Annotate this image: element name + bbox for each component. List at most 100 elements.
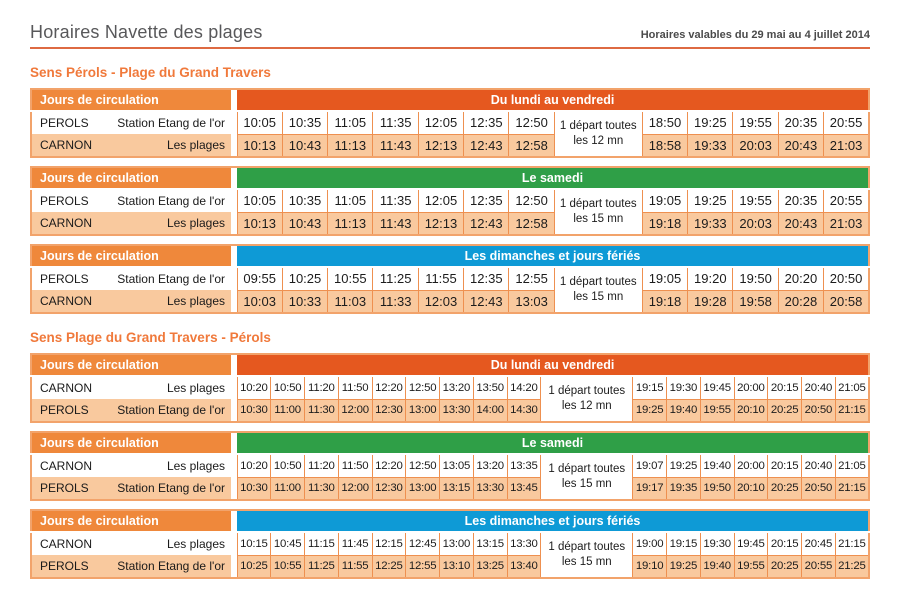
table-row: PEROLS Station Etang de l'or 10:30 11:00 11:… [31,476,870,501]
frequency-note-line1: 1 départ toutes [559,120,637,133]
stop-name: Les plages [166,138,225,152]
time-cell: 13:30 [506,531,542,556]
time-cell: 10:50 [270,453,305,478]
time-cell: 11:50 [337,453,373,478]
stop-name: Station Etang de l'or [117,481,225,495]
column-separator [231,89,237,157]
station-row-label: CARNON Les plages [31,134,231,157]
time-cell: 19:33 [687,133,734,158]
station-row-label: PEROLS Station Etang de l'or [31,111,231,134]
time-cell: 20:15 [767,453,802,478]
time-cell: 21:05 [834,453,870,478]
time-cell: 19:30 [666,375,701,400]
frequency-note-line2: les 12 mn [561,400,612,412]
time-cell: 20:43 [777,211,825,236]
time-cell: 20:10 [733,476,769,501]
time-cell: 12:05 [417,110,465,135]
time-cell: 12:30 [371,398,407,423]
time-cell: 12:13 [417,133,465,158]
time-cell: 12:13 [417,211,465,236]
time-cell: 12:58 [508,133,555,158]
time-cell: 19:50 [699,476,735,501]
time-cell: 18:58 [641,133,689,158]
station-name: PEROLS [40,403,89,417]
time-cell: 21:15 [834,531,870,556]
jours-de-circulation-header: Jours de circulation [31,354,231,377]
time-cell: 11:55 [417,266,465,291]
station-row-label: PEROLS Station Etang de l'or [31,267,231,290]
station-name: PEROLS [40,272,89,286]
time-cell: 11:45 [337,531,373,556]
time-cell: 11:13 [327,211,374,236]
column-separator [231,245,237,313]
time-cell: 12:43 [463,211,510,236]
time-cell: 20:55 [801,554,836,579]
day-header: Du lundi au vendredi [237,89,869,112]
time-cell: 11:13 [327,133,374,158]
time-cell: 11:30 [304,398,339,423]
time-cell: 10:20 [236,375,272,400]
time-cell: 12:20 [371,453,407,478]
time-cell: 12:05 [417,188,465,213]
column-separator [231,432,237,500]
station-row-label: CARNON Les plages [31,376,231,399]
station-row-label: CARNON Les plages [31,532,231,555]
timetables-container: Sens Pérols - Plage du Grand Travers Jour… [30,65,870,579]
time-cell: 12:43 [463,133,510,158]
frequency-note-line1: 1 départ toutes [548,541,626,554]
time-cell: 13:40 [506,554,542,579]
time-cell: 11:35 [372,110,419,135]
time-cell: 12:58 [508,211,555,236]
time-cell: 10:30 [236,476,272,501]
jours-de-circulation-header: Jours de circulation [31,245,231,268]
time-cell: 10:05 [236,188,283,213]
time-cell: 11:50 [337,375,373,400]
time-cell: 20:40 [801,453,836,478]
table-row: PEROLS Station Etang de l'or 10:05 10:35 11:… [31,110,870,158]
time-cell: 12:20 [371,375,407,400]
header-rule [30,47,870,49]
time-cell: 11:20 [304,453,339,478]
time-cell: 11:15 [304,531,339,556]
time-cell: 13:00 [405,476,440,501]
time-cell: 13:05 [439,453,474,478]
table-row: PEROLS Station Etang de l'or 10:25 10:55 11:… [31,554,870,579]
section-heading: Sens Plage du Grand Travers - Pérols [30,330,271,345]
time-cell: 21:25 [834,554,870,579]
time-cell: 20:25 [767,398,802,423]
time-cell: 10:13 [236,211,283,236]
time-cell: 13:15 [472,531,508,556]
time-cell: 20:55 [823,110,870,135]
station-row-label: CARNON Les plages [31,454,231,477]
time-cell: 19:18 [641,289,689,314]
time-cell: 12:35 [463,266,510,291]
time-cell: 20:25 [767,554,802,579]
timetable-sunday: Jours de circulation Les dimanches et jou… [30,509,870,579]
time-cell: 20:43 [777,133,825,158]
frequency-note-line2: les 15 mn [573,291,624,303]
time-cell: 19:35 [666,476,701,501]
time-cell: 21:15 [834,476,870,501]
time-cell: 21:03 [823,211,870,236]
station-name: CARNON [40,216,93,230]
stop-name: Les plages [166,459,225,473]
time-cell: 14:00 [472,398,508,423]
stop-name: Station Etang de l'or [117,116,225,130]
time-cell: 11:05 [327,188,374,213]
frequency-note-line1: 1 départ toutes [548,385,626,398]
time-cell: 13:45 [506,476,542,501]
time-cell: 12:15 [371,531,407,556]
validity-note: Horaires valables du 29 mai au 4 juillet… [640,29,870,41]
time-cell: 12:43 [463,289,510,314]
time-cell: 19:15 [666,531,701,556]
time-cell: 11:20 [304,375,339,400]
time-cell: 20:35 [777,110,825,135]
jours-de-circulation-header: Jours de circulation [31,167,231,190]
page-title: Horaires Navette des plages [30,22,263,42]
time-cell: 20:55 [823,188,870,213]
section-heading: Sens Pérols - Plage du Grand Travers [30,65,271,80]
time-cell: 20:03 [732,211,779,236]
time-cell: 19:55 [699,398,735,423]
time-cell: 10:30 [236,398,272,423]
stop-name: Les plages [166,294,225,308]
